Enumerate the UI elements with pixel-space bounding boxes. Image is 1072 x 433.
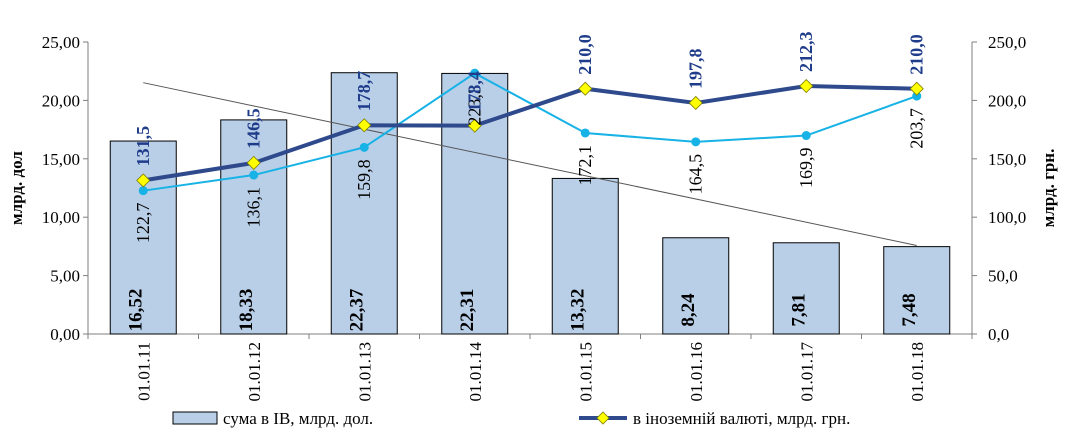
light-line-value-label: 122,7: [133, 203, 153, 244]
series-point-dark: [246, 155, 261, 170]
x-tick-label: 01.01.18: [908, 342, 927, 402]
axes: 0,00 5,00 10,00 15,00 20,00 25,00 0,0 50,0 100,0…: [7, 33, 1058, 402]
y2-tick-label: 50,0: [988, 267, 1018, 286]
series-line-light: [143, 72, 918, 192]
legend-swatch-marker: [596, 411, 610, 425]
bar: [772, 242, 840, 335]
legend-swatch-bar: [172, 411, 218, 425]
x-tick-label: 01.01.12: [245, 342, 264, 402]
light-line-value-label: 172,1: [575, 145, 595, 186]
bars: [109, 72, 951, 335]
series-point-dark: [799, 78, 814, 94]
y-tick-label: 10,00: [42, 208, 80, 227]
dark-line-value-label: 212,3: [796, 32, 816, 73]
y-axis-title: млрд. дол: [7, 151, 26, 225]
bar: [662, 237, 730, 335]
dark-line-value-label: 210,0: [907, 34, 927, 75]
bar: [883, 246, 951, 335]
x-tick-label: 01.01.14: [466, 342, 485, 402]
bar: [330, 72, 398, 335]
legend-label-bar: сума в ІВ, млрд. дол.: [223, 409, 373, 428]
series-point-light: [691, 137, 701, 147]
bar: [441, 72, 509, 335]
x-tick-label: 01.01.11: [134, 342, 153, 401]
legend: сума в ІВ, млрд. дол. в іноземній валюті,…: [172, 409, 850, 428]
bar-value-label: 22,31: [457, 289, 478, 332]
bar: [551, 177, 619, 335]
dark-line-value-label: 178,4: [465, 71, 485, 112]
bar-value-label: 7,81: [788, 293, 809, 326]
y2-axis-title: млрд. грн.: [1039, 149, 1058, 228]
y2-tick-label: 150,0: [988, 150, 1026, 169]
trendline: [143, 82, 917, 246]
y2-tick-label: 100,0: [988, 208, 1026, 227]
series-point-light: [580, 128, 590, 138]
y2-tick-label: 250,0: [988, 33, 1026, 52]
bar-value-label: 22,37: [346, 288, 367, 331]
legend-label-line: в іноземній валюті, млрд. грн.: [633, 409, 850, 428]
y-tick-label: 0,00: [50, 325, 80, 344]
bar-value-label: 8,24: [678, 293, 699, 327]
series-point-light: [249, 170, 259, 180]
y-tick-label: 25,00: [42, 33, 80, 52]
light-line-value-label: 203,7: [907, 108, 927, 149]
light-line-value-label: 169,9: [796, 148, 816, 189]
series-point-light: [912, 91, 922, 101]
y-tick-label: 5,00: [50, 267, 80, 286]
light-line-value-label: 164,5: [686, 154, 706, 195]
dark-line-value-label: 131,5: [133, 126, 153, 167]
bar-value-label: 18,33: [236, 289, 257, 332]
dark-line-value-label: 146,5: [244, 108, 264, 149]
series-point-dark: [467, 118, 482, 133]
y-tick-label: 15,00: [42, 150, 80, 169]
series-point-dark: [357, 118, 372, 133]
series-line-dark: [142, 84, 917, 183]
y-tick-label: 20,00: [42, 91, 80, 110]
bar-value-label: 13,32: [567, 289, 588, 332]
series-point-dark: [909, 81, 924, 96]
bar-value-label: 16,52: [125, 289, 146, 332]
lines: [136, 68, 924, 196]
series-point-dark: [578, 81, 593, 96]
x-tick-label: 01.01.17: [797, 342, 816, 402]
bar-value-label: 7,48: [899, 293, 920, 326]
series-point-light: [470, 68, 480, 78]
light-line-value-label: 223,3: [465, 85, 485, 126]
x-tick-label: 01.01.16: [687, 342, 706, 402]
data-labels: 16,52 18,33 22,37 22,31 13,32 8,24 7,81 7,48 122…: [125, 32, 927, 332]
y2-tick-label: 0,0: [988, 325, 1009, 344]
series-point-light: [138, 186, 148, 196]
light-line-value-label: 136,1: [244, 187, 264, 228]
light-line-value-label: 159,8: [354, 159, 374, 200]
trendline-line: [143, 82, 917, 246]
series-point-dark: [688, 95, 703, 111]
y2-tick-label: 200,0: [988, 91, 1026, 110]
series-point-light: [359, 142, 369, 152]
dark-line-value-label: 197,8: [686, 48, 706, 89]
dark-line-value-label: 178,7: [354, 71, 374, 112]
x-tick-label: 01.01.15: [576, 342, 595, 402]
series-point-dark: [136, 173, 151, 188]
x-tick-label: 01.01.13: [355, 342, 374, 402]
dark-line-value-label: 210,0: [575, 34, 595, 75]
series-point-light: [801, 131, 811, 141]
bar: [109, 140, 177, 335]
